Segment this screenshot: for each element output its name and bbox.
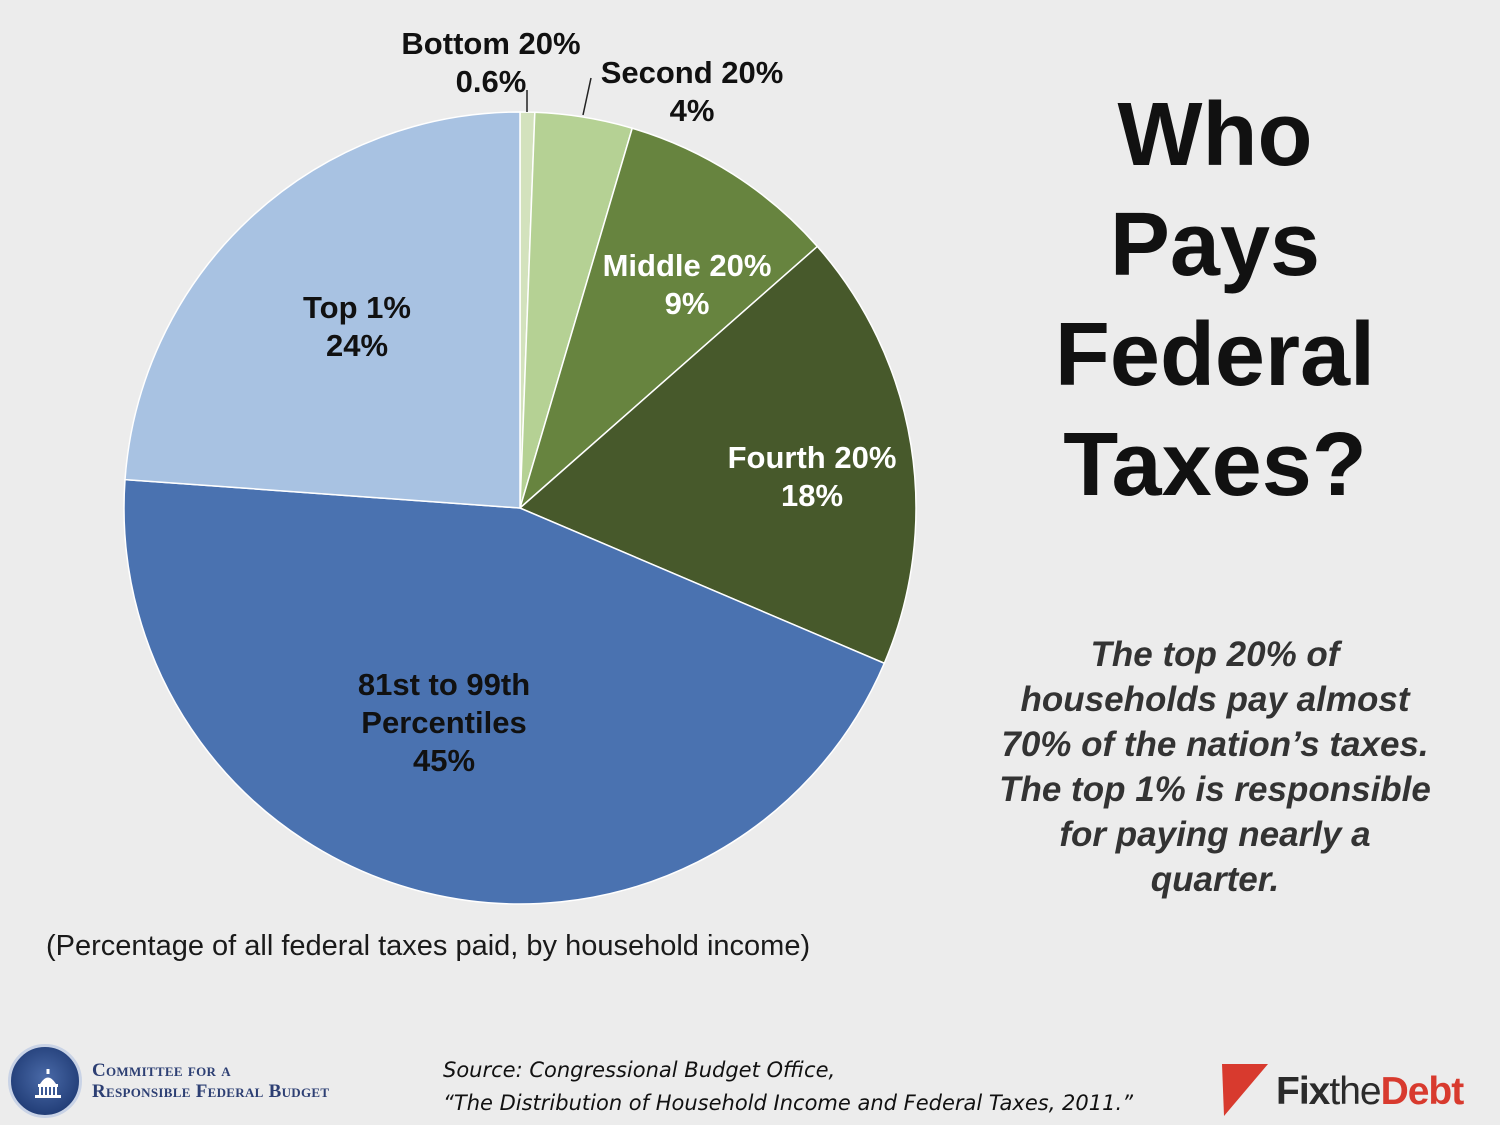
org-name-line: Responsible Federal Budget — [92, 1081, 330, 1102]
slice-label-line: Top 1% — [303, 290, 411, 325]
summary-text: The top 20% of households pay almost 70%… — [965, 632, 1465, 902]
slice-label-line: Middle 20% — [603, 248, 772, 283]
slice-label: Bottom 20% 0.6% — [401, 26, 580, 99]
brand-wordmark: FixtheDebt — [1276, 1070, 1465, 1114]
brand-debt: Debt — [1380, 1070, 1465, 1113]
org-name-line: Committee for a — [92, 1060, 231, 1081]
summary-line: 70% of the nation’s taxes. — [1001, 725, 1429, 764]
slice-label-line: 24% — [326, 328, 388, 363]
slice-label-line: Percentiles — [361, 705, 526, 740]
summary-line: quarter. — [1150, 860, 1280, 899]
slice-label-line: 9% — [665, 286, 710, 321]
red-flag-icon — [1222, 1064, 1268, 1116]
source-line: Source: Congressional Budget Office, — [443, 1058, 836, 1082]
slice-label-line: Bottom 20% — [401, 26, 580, 61]
source-line: “The Distribution of Household Income an… — [443, 1091, 1134, 1115]
brand-the: the — [1329, 1070, 1381, 1113]
summary-line: The top 20% of — [1090, 635, 1340, 674]
capitol-dome-icon — [35, 1069, 61, 1098]
summary-line: The top 1% is responsible — [999, 770, 1431, 809]
slice-label-line: 0.6% — [456, 64, 527, 99]
slice-label: Fourth 20% 18% — [728, 440, 897, 513]
slice-label-line: 81st to 99th — [358, 667, 530, 702]
slice-label-line: Fourth 20% — [728, 440, 897, 475]
leader-line — [582, 77, 592, 116]
summary-line: for paying nearly a — [1059, 815, 1371, 854]
brand-fix: Fix — [1276, 1070, 1330, 1113]
pie-slice — [124, 111, 521, 509]
slice-label: Middle 20% 9% — [603, 248, 772, 321]
page-title: Who Pays Federal Taxes? — [1010, 80, 1420, 520]
slice-label: Top 1% 24% — [303, 290, 411, 363]
title-line: Who — [1117, 85, 1313, 185]
slice-label: Second 20% 4% — [601, 55, 784, 128]
slice-label-line: 18% — [781, 478, 843, 513]
crfb-logo: Committee for a Responsible Federal Budg… — [8, 1044, 408, 1122]
title-line: Federal — [1054, 305, 1376, 405]
slice-label-line: 4% — [670, 93, 715, 128]
title-line: Pays — [1109, 195, 1321, 295]
org-name: Committee for a Responsible Federal Budg… — [92, 1060, 329, 1102]
slice-label-line: 45% — [413, 743, 475, 778]
pie-slice — [123, 478, 886, 905]
pie-slice — [518, 127, 819, 511]
slice-label: 81st to 99th Percentiles 45% — [358, 667, 530, 778]
slice-label-line: Second 20% — [601, 55, 784, 90]
source-citation: Source: Congressional Budget Office, “Th… — [443, 1054, 1133, 1120]
fix-the-debt-logo: FixtheDebt — [1220, 1062, 1490, 1118]
chart-caption: (Percentage of all federal taxes paid, b… — [46, 930, 811, 962]
title-line: Taxes? — [1063, 415, 1367, 515]
summary-line: households pay almost — [1020, 680, 1410, 719]
pie-slice — [518, 245, 917, 665]
capitol-seal-icon — [8, 1044, 82, 1118]
